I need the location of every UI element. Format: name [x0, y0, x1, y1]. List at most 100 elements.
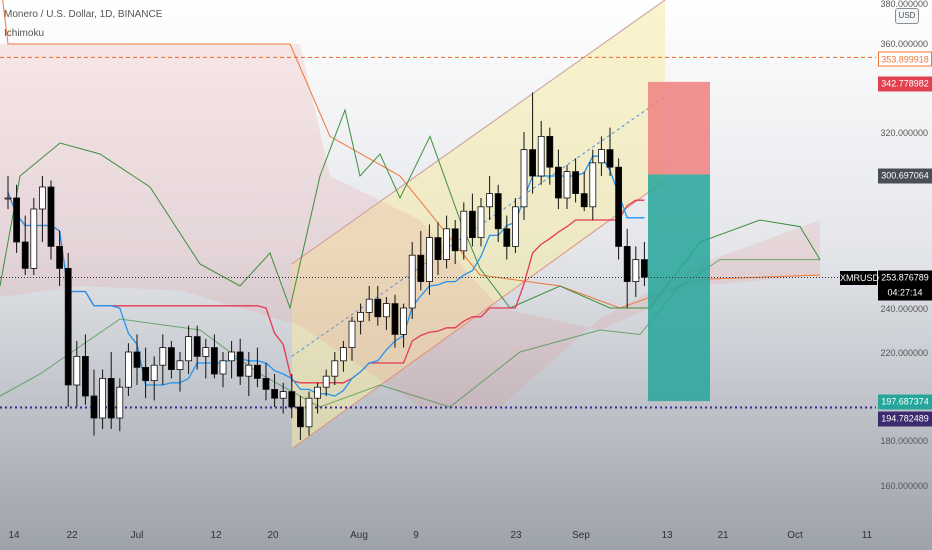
candle-bearish: [374, 298, 382, 318]
time-axis-label: Aug: [350, 530, 368, 541]
candle-bullish: [322, 375, 330, 388]
candle-bearish: [623, 245, 631, 282]
support-price-tag: 194.782489: [878, 411, 932, 427]
ichimoku-cloud: [0, 44, 820, 407]
candle-bearish: [142, 366, 150, 381]
candle-bearish: [133, 351, 141, 368]
candle-bullish: [150, 364, 158, 382]
candle-bullish: [365, 298, 373, 313]
time-axis-label: 14: [8, 530, 20, 541]
long-position-stop-zone: [648, 174, 710, 402]
candle-bullish: [537, 135, 545, 177]
candle-bullish: [460, 210, 468, 252]
candle-bullish: [486, 193, 494, 208]
candle-bullish: [4, 197, 12, 200]
candle-bearish: [64, 267, 72, 386]
time-axis-label: 23: [510, 530, 522, 541]
trend-channel-midline: [291, 96, 666, 357]
candle-bullish: [116, 386, 124, 419]
time-axis-label: Sep: [572, 530, 590, 541]
time-axis-label: 20: [267, 530, 279, 541]
candle-bullish: [425, 237, 433, 283]
current-price-tag: 253.876789: [878, 270, 932, 286]
candle-bullish: [73, 355, 81, 386]
candle-bearish: [572, 171, 579, 195]
price-axis-label: 320.000000: [880, 128, 928, 138]
candle-bearish: [210, 347, 218, 375]
price-axis-label: 220.000000: [880, 348, 928, 358]
candle-bullish: [202, 347, 210, 357]
candle-bullish: [348, 320, 356, 349]
candle-bearish: [271, 388, 279, 399]
candle-bullish: [563, 171, 571, 199]
price-axis-label: 380.000000: [880, 0, 928, 9]
bar-countdown-tag: 04:27:14: [878, 285, 932, 301]
candle-bullish: [99, 377, 106, 419]
price-axis-label: 160.000000: [880, 481, 928, 491]
candle-bullish: [331, 360, 339, 377]
candle-bearish: [580, 193, 588, 208]
currency-badge[interactable]: USD: [895, 8, 919, 24]
candle-bullish: [228, 351, 236, 362]
candle-bearish: [90, 395, 98, 419]
candle-bearish: [253, 364, 261, 379]
candle-bullish: [176, 360, 184, 370]
candle-bullish: [339, 347, 347, 362]
time-axis-label: Jul: [130, 530, 144, 541]
price-axis-label: 180.000000: [880, 436, 928, 446]
price-axis-label: 240.000000: [880, 304, 928, 314]
candle-bearish: [555, 166, 562, 199]
target-price-tag: 342.778982: [878, 76, 932, 92]
candle-bullish: [632, 259, 640, 283]
candle-bearish: [417, 254, 425, 282]
candle-bullish: [477, 206, 485, 239]
time-axis-label: 9: [413, 530, 419, 541]
candle-bearish: [451, 228, 459, 252]
candle-bullish: [589, 162, 597, 208]
trend-channel-upper-line: [291, 0, 666, 265]
candle-bullish: [39, 186, 46, 210]
candle-bullish: [279, 391, 287, 399]
candle-bullish: [185, 336, 193, 362]
candle-bearish: [434, 237, 442, 261]
candle-bearish: [391, 303, 399, 335]
candle-bearish: [107, 377, 115, 419]
candle-bearish: [47, 186, 55, 247]
indicator-label[interactable]: Ichimoku: [4, 28, 45, 39]
candle-bullish: [219, 360, 227, 375]
time-axis-label: 22: [66, 530, 78, 541]
stop-price-tag: 197.687374: [878, 394, 932, 410]
candle-bearish: [21, 241, 29, 269]
candle-bearish: [56, 245, 63, 269]
time-axis-label: 21: [717, 530, 729, 541]
candle-bullish: [305, 397, 313, 428]
candle-bearish: [82, 355, 89, 397]
candle-bullish: [443, 228, 451, 261]
time-axis-label: 13: [661, 530, 673, 541]
entry-price-tag: 300.697064: [878, 168, 932, 184]
candle-bullish: [30, 208, 38, 269]
resistance-price-tag: 353.899918: [878, 51, 932, 67]
candle-bullish: [382, 303, 390, 318]
candle-bullish: [520, 149, 528, 208]
candle-bearish: [236, 351, 244, 377]
candle-bearish: [494, 193, 502, 230]
candle-bearish: [288, 391, 296, 408]
candle-bullish: [598, 149, 605, 164]
time-axis-label: 11: [861, 530, 873, 541]
candle-bearish: [167, 347, 175, 371]
long-position-target-zone: [648, 81, 710, 175]
candle-bullish: [125, 351, 132, 388]
time-axis-label: Oct: [787, 530, 803, 541]
candle-bullish: [512, 206, 519, 247]
candle-bearish: [13, 197, 21, 243]
candle-bearish: [615, 166, 622, 247]
price-axis-label: 360.000000: [880, 39, 928, 49]
candle-bullish: [314, 386, 322, 399]
symbol-title[interactable]: Monero / U.S. Dollar, 1D, BINANCE: [4, 9, 163, 20]
symbol-price-tag: XMRUSD: [840, 271, 880, 285]
candle-bearish: [529, 149, 536, 177]
candle-bearish: [296, 406, 304, 428]
